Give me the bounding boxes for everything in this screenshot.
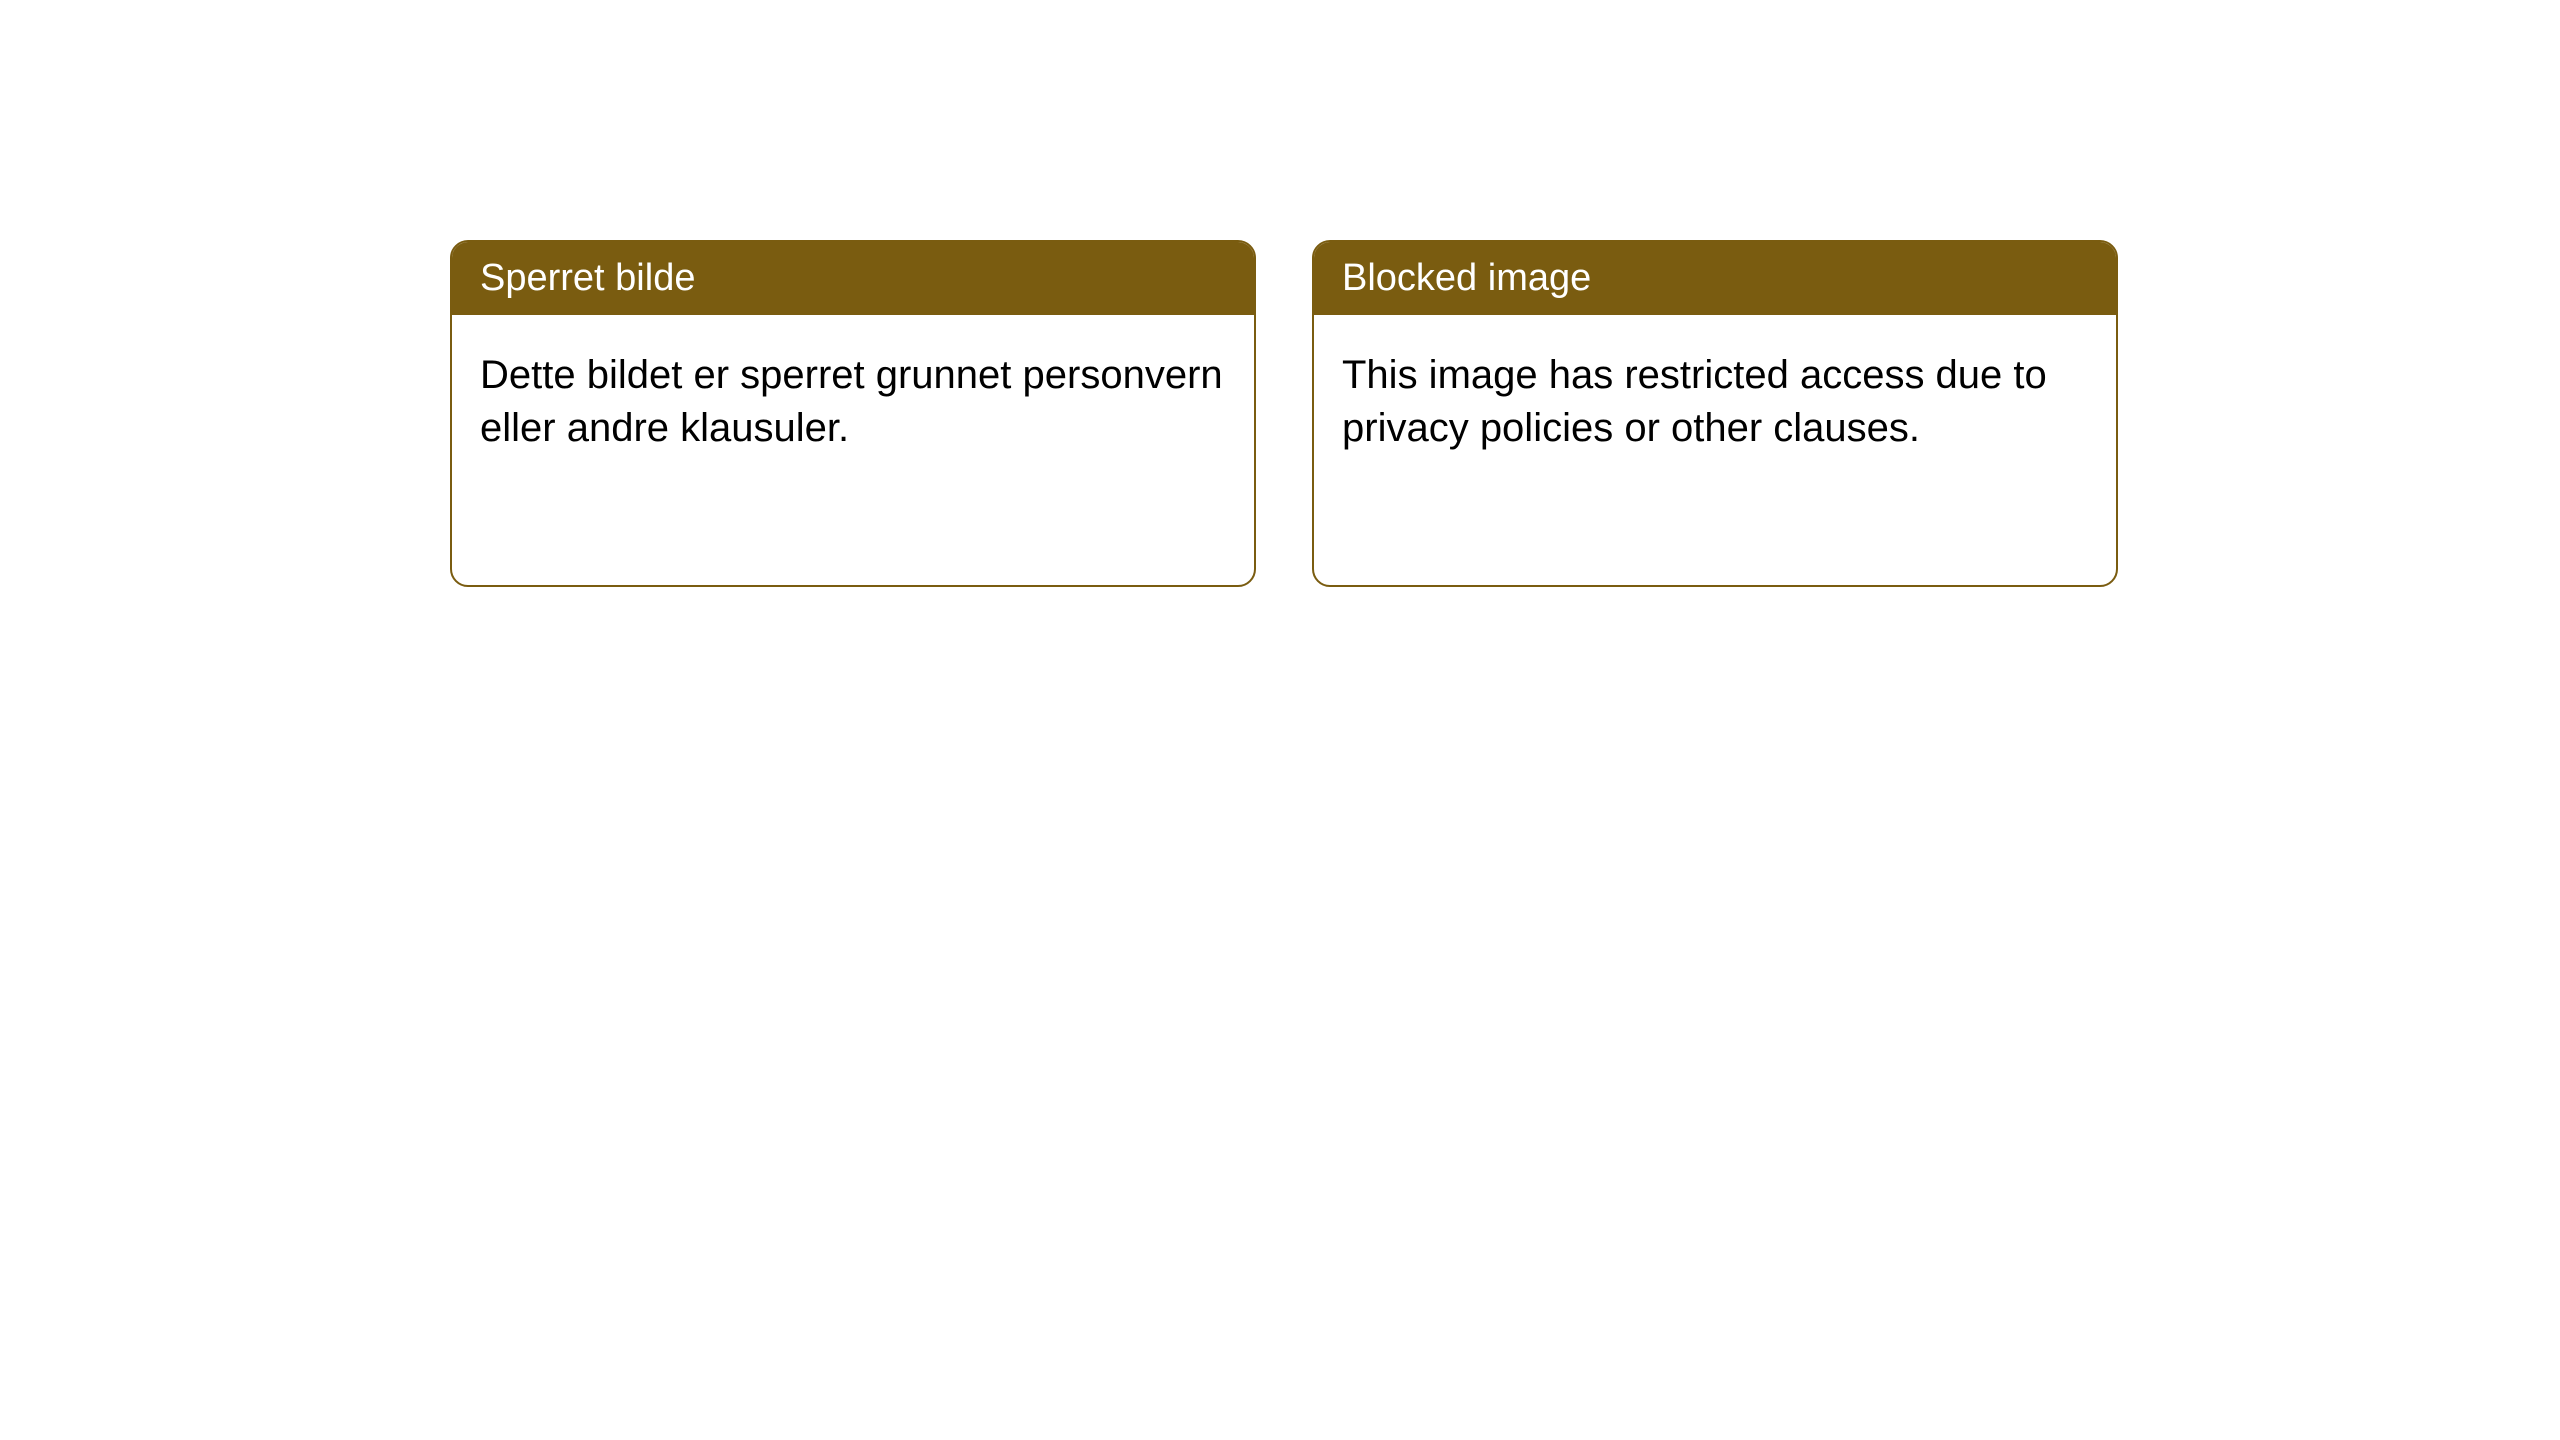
- notice-card-norwegian: Sperret bilde Dette bildet er sperret gr…: [450, 240, 1256, 587]
- notice-title: Sperret bilde: [452, 242, 1254, 315]
- notice-title: Blocked image: [1314, 242, 2116, 315]
- notice-container: Sperret bilde Dette bildet er sperret gr…: [0, 0, 2560, 587]
- notice-body: This image has restricted access due to …: [1314, 315, 2116, 585]
- notice-body: Dette bildet er sperret grunnet personve…: [452, 315, 1254, 585]
- notice-card-english: Blocked image This image has restricted …: [1312, 240, 2118, 587]
